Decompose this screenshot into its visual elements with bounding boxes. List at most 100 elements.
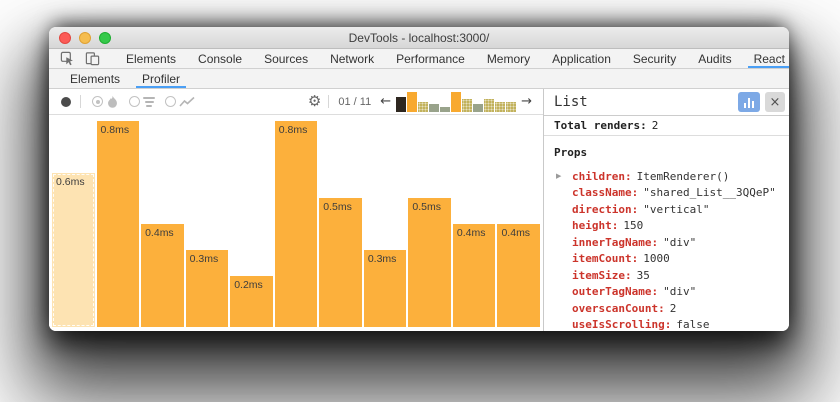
snapshot-minimap-bar[interactable]	[462, 99, 473, 112]
devtools-tabs: Elements Console Sources Network Performance…	[115, 49, 789, 68]
commit-bar-label: 0.8ms	[278, 124, 308, 136]
traffic-lights	[59, 27, 111, 48]
render-chart-toggle-button[interactable]	[738, 92, 760, 112]
tab-audits[interactable]: Audits	[698, 51, 732, 66]
prop-name: outerTagName:	[572, 285, 659, 299]
interactions-chart-icon[interactable]	[179, 96, 195, 108]
profiler-toolbar: ⚙ 01 / 11 ← →	[49, 89, 543, 115]
commit-bar-label: 0.6ms	[56, 175, 85, 188]
commit-bar-label: 0.5ms	[412, 201, 441, 214]
snapshot-minimap-bar[interactable]	[440, 106, 451, 112]
commit-bar[interactable]: 0.5ms	[408, 198, 451, 327]
prop-value: 35	[636, 268, 650, 282]
devtools-tabbar: Elements Console Sources Network Performance…	[49, 49, 789, 69]
prop-value: "shared_List__3QQeP"	[643, 186, 776, 200]
tab-react[interactable]: React	[743, 49, 789, 68]
prop-row: overscanCount: 2	[554, 300, 789, 317]
commit-bar[interactable]: 0.6ms	[52, 172, 95, 327]
commit-bar-label: 0.5ms	[323, 201, 352, 214]
commit-bar[interactable]: 0.8ms	[274, 121, 318, 327]
previous-snapshot-arrow[interactable]: ←	[380, 94, 392, 109]
device-toolbar-icon[interactable]	[80, 49, 105, 68]
prop-value: "div"	[663, 235, 697, 249]
ranked-chart-icon[interactable]	[143, 96, 155, 107]
snapshot-position: 01 / 11	[338, 95, 372, 108]
flamegraph-view-radio[interactable]	[92, 96, 103, 107]
commit-bar[interactable]: 0.3ms	[363, 249, 407, 327]
interactions-view-radio[interactable]	[165, 96, 176, 107]
prop-name: height:	[572, 219, 619, 233]
divider	[80, 95, 81, 108]
record-button[interactable]	[61, 96, 71, 107]
subtab-elements[interactable]: Elements	[70, 71, 121, 86]
tab-application[interactable]: Application	[552, 51, 611, 66]
snapshot-minimap-bar[interactable]	[429, 104, 440, 112]
settings-gear-icon[interactable]: ⚙	[307, 92, 322, 110]
component-details-panel: List × Total renders: 2 Props ▶ children:…	[544, 89, 789, 331]
prop-row: className: "shared_List__3QQeP"	[554, 185, 789, 202]
prop-name: useIsScrolling:	[572, 318, 672, 331]
next-snapshot-arrow[interactable]: →	[521, 94, 532, 109]
selected-component-name: List	[554, 94, 588, 110]
commit-bar[interactable]: 0.3ms	[185, 249, 229, 327]
prop-value: 2	[669, 301, 677, 315]
commit-bar-label: 0.3ms	[367, 252, 397, 265]
total-renders-value: 2	[651, 119, 659, 132]
subtab-profiler[interactable]: Profiler	[131, 69, 191, 88]
prop-row: outerTagName: "div"	[554, 284, 789, 301]
prop-name: direction:	[572, 202, 639, 216]
tab-performance[interactable]: Performance	[396, 51, 465, 66]
prop-value: false	[676, 318, 710, 331]
commit-bar[interactable]: 0.4ms	[452, 224, 496, 327]
close-window-button[interactable]	[59, 31, 71, 44]
props-section: Props ▶ children: ItemRenderer() className:…	[544, 136, 789, 331]
commit-bar[interactable]: 0.8ms	[96, 121, 140, 327]
props-list: ▶ children: ItemRenderer() className: "share…	[554, 168, 789, 331]
prop-row: itemCount: 1000	[554, 251, 789, 268]
react-devtools-subtabs: Elements Profiler	[49, 69, 789, 89]
snapshot-minimap-bar[interactable]	[506, 101, 517, 112]
tab-memory[interactable]: Memory	[486, 51, 531, 66]
prop-row[interactable]: ▶ children: ItemRenderer()	[554, 168, 789, 185]
profiler-content: ⚙ 01 / 11 ← → 0.6ms 0.8ms 0.4ms 0.3ms 0.2ms 0…	[49, 89, 789, 331]
flame-icon[interactable]	[106, 95, 119, 109]
zoom-window-button[interactable]	[99, 31, 111, 44]
inspect-element-icon[interactable]	[55, 49, 80, 68]
snapshot-minimap-bar[interactable]	[407, 91, 418, 112]
commit-bar[interactable]: 0.4ms	[141, 224, 184, 327]
expand-triangle-icon[interactable]: ▶	[556, 171, 562, 180]
snapshot-minimap-bar[interactable]	[396, 96, 407, 112]
prop-value: "vertical"	[643, 202, 710, 216]
total-renders-label: Total renders:	[554, 119, 647, 132]
prop-row: itemSize: 35	[554, 267, 789, 284]
commit-bar[interactable]: 0.2ms	[230, 275, 273, 327]
commit-bar-label: 0.4ms	[145, 227, 174, 239]
tab-sources[interactable]: Sources	[264, 51, 309, 66]
close-panel-button[interactable]: ×	[765, 92, 785, 112]
props-section-title: Props	[554, 146, 588, 159]
tab-security[interactable]: Security	[632, 51, 677, 66]
divider	[328, 95, 330, 108]
prop-row: useIsScrolling: false	[554, 317, 789, 331]
tab-elements[interactable]: Elements	[126, 51, 177, 66]
snapshot-minimap-bar[interactable]	[495, 101, 506, 112]
prop-row: height: 150	[554, 218, 789, 235]
prop-value: ItemRenderer()	[636, 169, 730, 183]
prop-name: innerTagName:	[572, 235, 659, 249]
prop-name: children:	[572, 169, 632, 183]
snapshot-minimap-bar[interactable]	[484, 99, 495, 112]
render-durations-chart: 0.6ms 0.8ms 0.4ms 0.3ms 0.2ms 0.8ms 0.5ms 0.3ms…	[49, 115, 543, 331]
prop-row: direction: "vertical"	[554, 201, 789, 218]
ranked-view-radio[interactable]	[129, 96, 140, 107]
commit-bar[interactable]: 0.4ms	[497, 224, 541, 327]
tab-network[interactable]: Network	[330, 51, 375, 66]
commit-bar-label: 0.3ms	[189, 252, 219, 265]
commit-bar-label: 0.4ms	[456, 227, 486, 239]
snapshot-minimap-bar[interactable]	[418, 101, 429, 112]
tab-console[interactable]: Console	[198, 51, 243, 66]
snapshot-minimap-bar[interactable]	[473, 104, 484, 112]
snapshot-minimap-bar[interactable]	[451, 91, 462, 112]
commit-bar[interactable]: 0.5ms	[319, 198, 362, 327]
minimize-window-button[interactable]	[79, 31, 91, 44]
snapshot-minimap[interactable]	[396, 91, 517, 112]
